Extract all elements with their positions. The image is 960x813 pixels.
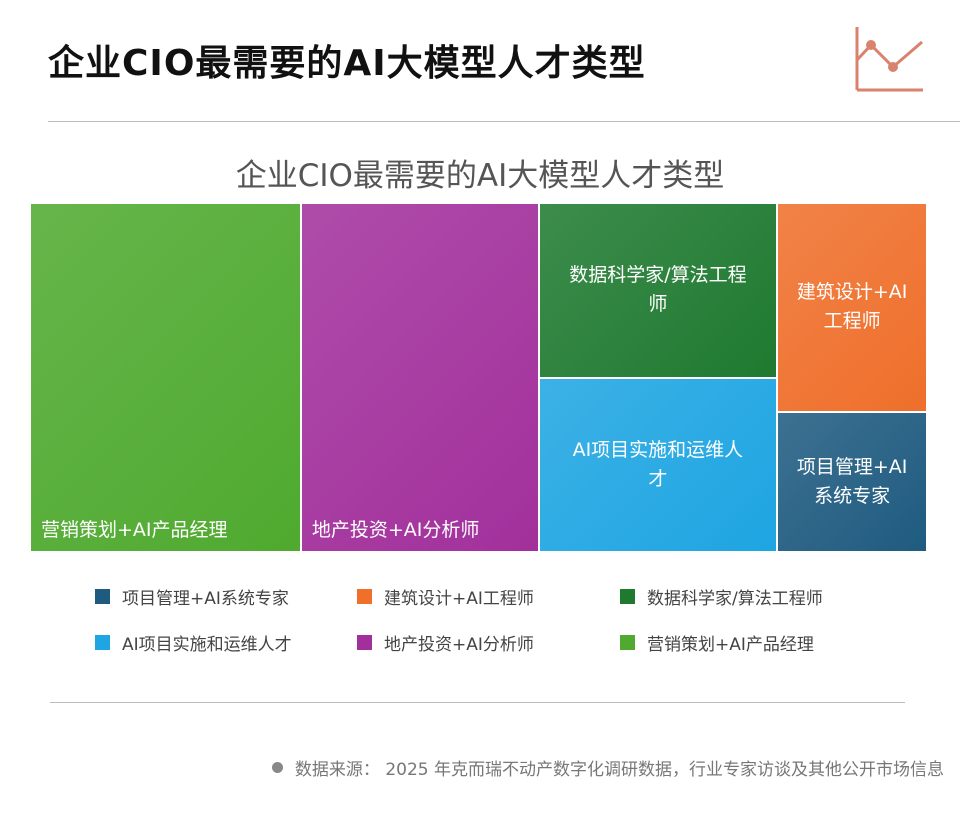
treemap-cell: 数据科学家/算法工程 师 bbox=[538, 203, 778, 378]
legend-swatch bbox=[357, 589, 372, 604]
legend-item: 项目管理+AI系统专家 bbox=[95, 584, 289, 609]
legend-swatch bbox=[357, 635, 372, 650]
legend-swatch bbox=[95, 635, 110, 650]
cell-label: AI项目实施和运维人 才 bbox=[572, 438, 744, 490]
footer-divider bbox=[50, 702, 905, 703]
legend-label: 建筑设计+AI工程师 bbox=[384, 589, 534, 609]
legend-item: 数据科学家/算法工程师 bbox=[620, 584, 823, 609]
source-text: 数据来源： 2025 年克而瑞不动产数字化调研数据，行业专家访谈及其他公开市场信… bbox=[294, 760, 944, 780]
treemap-cell: 建筑设计+AI 工程师 bbox=[777, 203, 927, 412]
chart-title: 企业CIO最需要的AI大模型人才类型 bbox=[235, 158, 725, 194]
legend-swatch bbox=[620, 635, 635, 650]
legend-label: AI项目实施和运维人才 bbox=[122, 635, 292, 655]
legend-label: 项目管理+AI系统专家 bbox=[122, 589, 289, 609]
legend-item: AI项目实施和运维人才 bbox=[95, 630, 292, 655]
cell-label: 营销策划+AI产品经理 bbox=[41, 519, 228, 541]
legend-swatch bbox=[620, 589, 635, 604]
header-divider bbox=[48, 121, 960, 122]
line-chart-icon bbox=[855, 27, 923, 92]
legend-label: 营销策划+AI产品经理 bbox=[647, 635, 814, 655]
treemap-cell: 营销策划+AI产品经理 bbox=[30, 203, 301, 552]
legend-swatch bbox=[95, 589, 110, 604]
bullet-icon bbox=[271, 762, 283, 773]
treemap-cell: 地产投资+AI分析师 bbox=[300, 203, 539, 552]
source-note: 数据来源： 2025 年克而瑞不动产数字化调研数据，行业专家访谈及其他公开市场信… bbox=[271, 755, 944, 780]
cell-label: 地产投资+AI分析师 bbox=[311, 519, 480, 541]
legend-item: 建筑设计+AI工程师 bbox=[357, 584, 534, 609]
cell-label: 数据科学家/算法工程 师 bbox=[569, 264, 747, 316]
treemap: 营销策划+AI产品经理 地产投资+AI分析师 数据科学家/算法工程 师 AI项目实施和… bbox=[30, 203, 927, 552]
legend-label: 数据科学家/算法工程师 bbox=[647, 589, 823, 609]
legend-item: 地产投资+AI分析师 bbox=[357, 630, 534, 655]
page-title: 企业CIO最需要的AI大模型人才类型 bbox=[48, 43, 646, 84]
legend-item: 营销策划+AI产品经理 bbox=[620, 630, 814, 655]
cell-label: 建筑设计+AI 工程师 bbox=[796, 281, 908, 333]
cell-label: 项目管理+AI 系统专家 bbox=[796, 455, 908, 507]
treemap-cell: 项目管理+AI 系统专家 bbox=[777, 411, 927, 552]
treemap-cell: AI项目实施和运维人 才 bbox=[538, 377, 778, 552]
legend-label: 地产投资+AI分析师 bbox=[384, 635, 534, 655]
